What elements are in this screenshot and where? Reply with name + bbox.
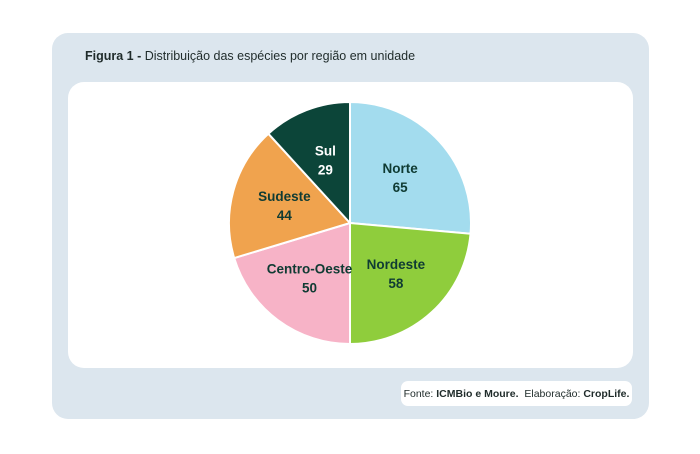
pie-label-sudeste: Sudeste 44: [258, 189, 311, 223]
pie-slice-nordeste: [349, 221, 472, 346]
source-prefix: Fonte:: [403, 387, 434, 400]
figure-caption: Figura 1 - Distribuição das espécies por…: [85, 49, 415, 63]
pie-slice-sul: [266, 100, 351, 226]
pie-label-centro-oeste: Centro-Oeste 50: [267, 262, 353, 296]
pie-slice-norte: [349, 100, 472, 235]
elaboration-org: CropLife.: [583, 387, 630, 400]
pie-slice-sudeste: [228, 132, 352, 260]
elaboration-prefix: Elaboração:: [524, 387, 581, 400]
source-org: ICMBio e Moure.: [436, 387, 519, 400]
figure-title: Distribuição das espécies por região em …: [144, 49, 416, 63]
pie-label-norte: Norte 65: [383, 161, 419, 195]
pie-slice-centro-oeste: [232, 221, 351, 346]
source-note: Fonte: ICMBio e Moure. Elaboração: CropL…: [401, 381, 632, 406]
pie-label-sul: Sul 29: [315, 144, 336, 178]
pie-label-nordeste: Nordeste 58: [367, 257, 426, 291]
figure-number: Figura 1 -: [85, 49, 142, 63]
